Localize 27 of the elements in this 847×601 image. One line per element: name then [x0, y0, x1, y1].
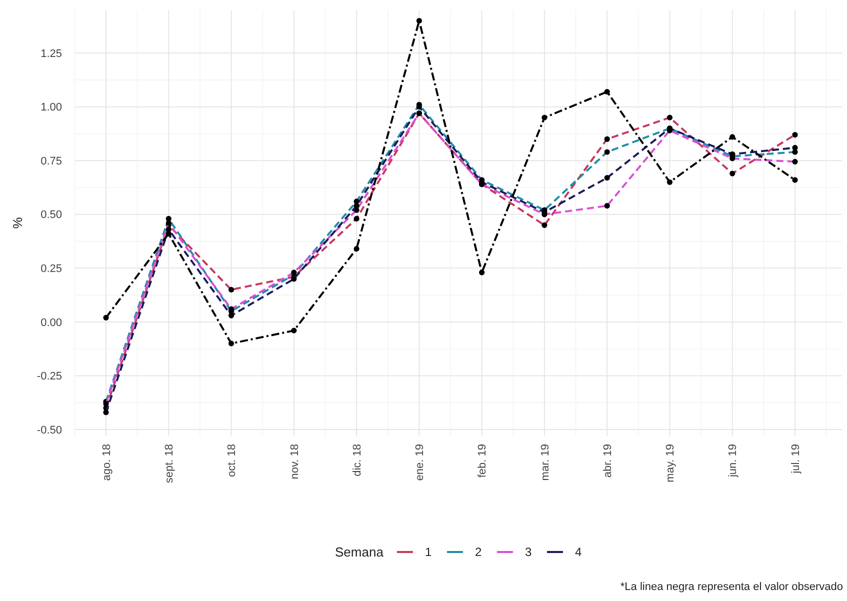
y-axis-title: %	[10, 216, 25, 229]
y-tick-label: 1.25	[40, 48, 62, 60]
y-tick-label: 0.50	[40, 209, 62, 222]
y-tick-label: -0.50	[36, 424, 62, 436]
x-tick-label: nov. 18	[288, 444, 301, 480]
x-tick-label: ago. 18	[100, 444, 113, 481]
legend-title: Semana	[335, 544, 384, 560]
y-tick-label: 0.25	[40, 263, 62, 276]
legend-label: 2	[475, 545, 482, 560]
x-tick-label: jul. 19	[790, 444, 802, 474]
x-tick-label: ene. 19	[414, 444, 426, 481]
y-tick-label: 0.00	[40, 316, 62, 329]
legend-label: 4	[575, 545, 582, 560]
x-tick-label: may. 19	[664, 444, 677, 482]
x-tick-label: dic. 18	[351, 444, 364, 476]
y-tick-label: 1.00	[40, 102, 62, 114]
x-tick-label: oct. 18	[226, 444, 238, 478]
text: *La linea negra representa el valor observado	[620, 581, 843, 593]
x-tick-label: sept. 18	[163, 444, 176, 484]
legend-label: 1	[425, 545, 432, 560]
y-tick-label: -0.25	[36, 370, 62, 383]
x-tick-label: feb. 19	[476, 444, 489, 478]
legend-label: 3	[525, 545, 532, 560]
x-tick-label: abr. 19	[602, 444, 614, 478]
x-tick-label: mar. 19	[539, 444, 552, 481]
y-tick-label: 0.75	[40, 155, 62, 168]
x-tick-label: jun. 19	[727, 444, 740, 478]
